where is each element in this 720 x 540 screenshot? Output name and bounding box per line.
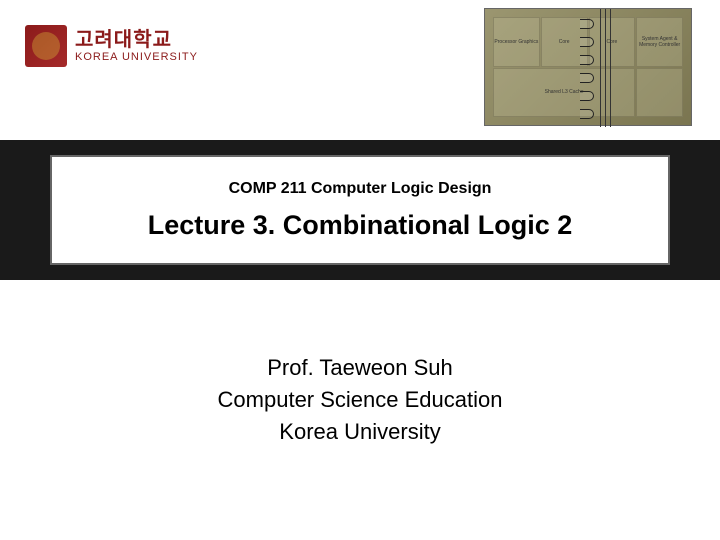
logo-badge-inner bbox=[32, 32, 60, 60]
header-area: 고려대학교 KOREA UNIVERSITY Processor Graphic… bbox=[0, 0, 720, 140]
author-name: Prof. Taeweon Suh bbox=[267, 355, 453, 381]
logo-english-text: KOREA UNIVERSITY bbox=[75, 51, 198, 63]
chip-diagram: Processor Graphics Core Core System Agen… bbox=[484, 8, 692, 126]
author-section: Prof. Taeweon Suh Computer Science Educa… bbox=[0, 355, 720, 445]
chip-block bbox=[636, 68, 683, 118]
author-university: Korea University bbox=[279, 419, 440, 445]
lecture-title: Lecture 3. Combinational Logic 2 bbox=[148, 210, 573, 241]
logo-korean-text: 고려대학교 bbox=[75, 29, 198, 51]
title-inner-box: COMP 211 Computer Logic Design Lecture 3… bbox=[50, 155, 670, 265]
chip-block: Shared L3 Cache bbox=[493, 68, 635, 118]
logo-text: 고려대학교 KOREA UNIVERSITY bbox=[75, 29, 198, 63]
chip-block: Processor Graphics bbox=[493, 17, 540, 67]
university-logo: 고려대학교 KOREA UNIVERSITY bbox=[25, 25, 198, 67]
chip-block: Core bbox=[541, 17, 588, 67]
chip-grid: Processor Graphics Core Core System Agen… bbox=[485, 9, 691, 125]
logo-badge bbox=[25, 25, 67, 67]
chip-block: System Agent & Memory Controller bbox=[636, 17, 683, 67]
course-code: COMP 211 Computer Logic Design bbox=[229, 180, 492, 198]
title-band: COMP 211 Computer Logic Design Lecture 3… bbox=[0, 140, 720, 280]
chip-block: Core bbox=[589, 17, 636, 67]
author-department: Computer Science Education bbox=[218, 387, 503, 413]
